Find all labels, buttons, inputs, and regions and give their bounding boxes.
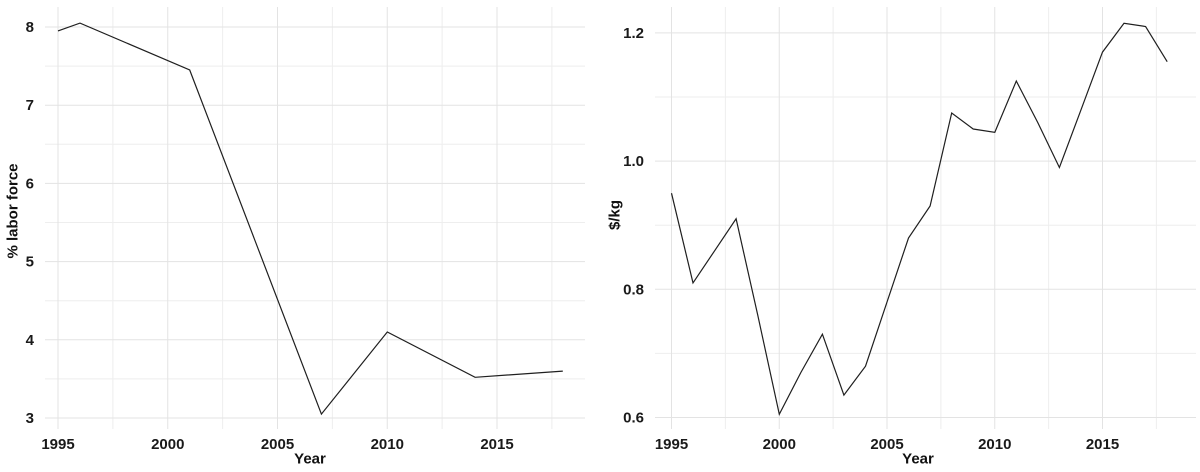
left-chart-x-axis-title: Year — [294, 450, 326, 468]
y-tick-label: 8 — [26, 19, 34, 36]
y-tick-label: 6 — [26, 175, 34, 192]
x-tick-label: 2010 — [371, 436, 404, 453]
data-line — [57, 22, 563, 416]
x-tick-label: 2005 — [870, 436, 903, 453]
price-chart: 1995 2000 2005 2010 2015 0.6 0.8 1.0 1.2 — [623, 7, 1196, 453]
y-tick-label: 5 — [26, 254, 34, 271]
y-tick-label: 1.0 — [623, 153, 644, 170]
x-tick-label: 1995 — [655, 436, 688, 453]
x-tick-label: 2015 — [480, 436, 513, 453]
y-tick-label: 3 — [26, 410, 34, 427]
x-tick-label: 2010 — [978, 436, 1011, 453]
x-tick-label: 1995 — [41, 436, 74, 453]
y-tick-label: 4 — [26, 332, 35, 349]
y-tick-label: 0.8 — [623, 281, 644, 298]
x-tick-label: 2015 — [1086, 436, 1119, 453]
right-chart-y-axis-title: $/kg — [606, 199, 624, 231]
labor-force-chart: 1995 2000 2005 2010 2015 3 4 5 6 7 8 — [26, 7, 585, 453]
x-tick-label: 2005 — [261, 436, 294, 453]
x-tick-label: 2000 — [763, 436, 796, 453]
right-chart-x-axis-title: Year — [902, 450, 934, 468]
y-tick-label: 7 — [26, 97, 34, 114]
y-tick-label: 0.6 — [623, 410, 644, 427]
x-tick-label: 2000 — [151, 436, 184, 453]
y-tick-label: 1.2 — [623, 25, 644, 42]
left-chart-y-axis-title: % labor force — [4, 163, 22, 259]
data-line — [670, 22, 1168, 417]
